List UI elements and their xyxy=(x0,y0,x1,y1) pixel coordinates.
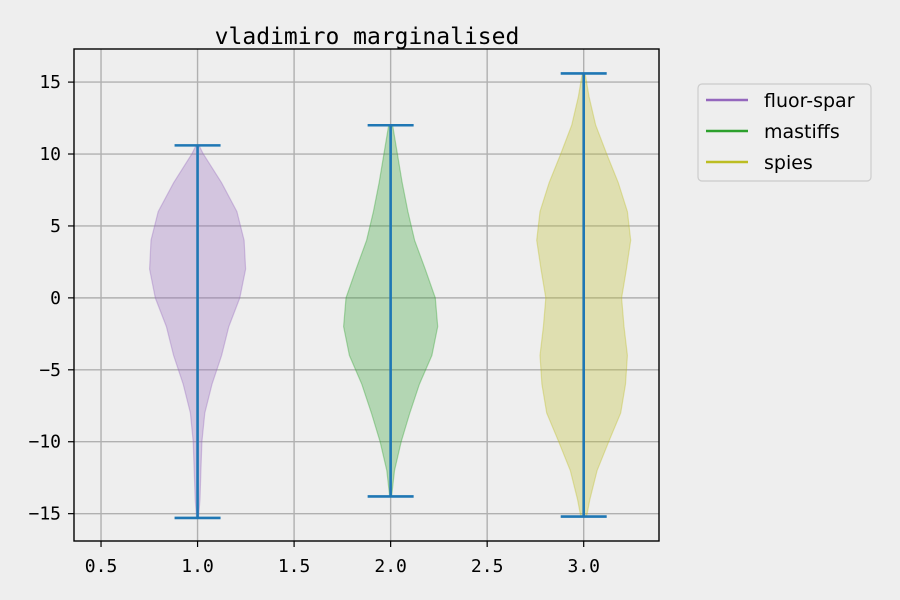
legend: fluor-spar mastiffs spies xyxy=(697,83,872,182)
y-tick-label: 5 xyxy=(50,216,61,237)
chart-title: vladimiro marginalised xyxy=(215,24,520,50)
legend-label: spies xyxy=(764,152,813,174)
y-tick-label: 10 xyxy=(39,144,61,165)
x-tick-label: 3.0 xyxy=(567,556,600,577)
violin-mastiffs xyxy=(342,123,439,498)
axes-ticks: 0.5 1.0 1.5 2.0 2.5 3.0 15 10 5 0 −5 −10 −15 xyxy=(28,72,599,577)
violins xyxy=(148,72,632,520)
y-tick-label: 0 xyxy=(50,288,61,309)
violin-spies xyxy=(536,72,632,518)
x-tick-label: 1.0 xyxy=(181,556,214,577)
plot-background xyxy=(74,49,659,541)
x-tick-label: 0.5 xyxy=(85,556,118,577)
plot-frame xyxy=(73,48,660,542)
legend-label: mastiffs xyxy=(764,121,840,143)
y-tick-label: −10 xyxy=(28,432,61,453)
x-tick-label: 2.5 xyxy=(471,556,504,577)
legend-label: fluor-spar xyxy=(764,90,855,112)
y-tick-label: 15 xyxy=(39,72,61,93)
legend-box xyxy=(697,83,872,182)
x-tick-label: 2.0 xyxy=(374,556,407,577)
y-tick-label: −5 xyxy=(39,360,61,381)
violin-fluor-spar xyxy=(148,144,247,520)
plot-area: 0.5 1.0 1.5 2.0 2.5 3.0 15 10 5 0 −5 −10 −15 xyxy=(28,48,660,577)
y-tick-label: −15 xyxy=(28,504,61,525)
x-tick-label: 1.5 xyxy=(278,556,311,577)
